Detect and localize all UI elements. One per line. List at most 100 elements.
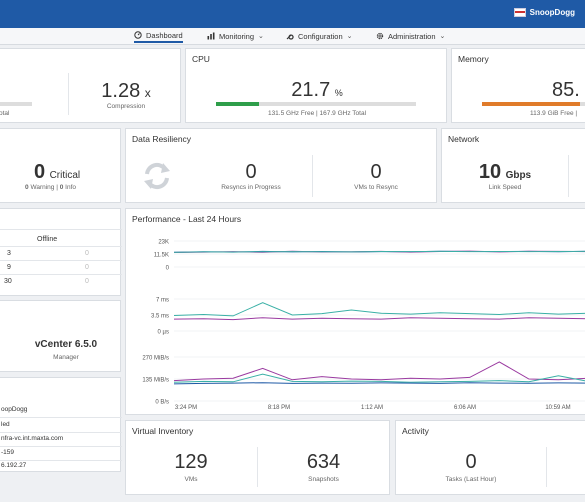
network-title: Network	[448, 134, 480, 144]
x-tick-label: 8:18 PM	[268, 405, 290, 411]
system-info-card: oopDogg led nfra-vc.int.maxta.com -159 6…	[0, 377, 122, 472]
gear-icon	[376, 32, 384, 40]
host-row-value: 3	[7, 250, 11, 257]
memory-card: Memory 85. 113.9 GiB Free |	[451, 48, 585, 123]
y-tick-label: 7 ms	[156, 298, 169, 304]
performance-chart: 23K 11.5K 0 7 ms 3.5 ms 0 µs 270 MiB/s 135 MiB/…	[142, 240, 585, 411]
cpu-card: CPU 21.7 % 131.5 GHz Free | 167.9 GHz To…	[185, 48, 447, 123]
chevron-down-icon: ⌄	[346, 33, 353, 40]
tab-configuration[interactable]: Configuration ⌄	[286, 29, 353, 43]
user-flag-icon	[513, 8, 526, 17]
y-tick-label: 135 MiB/s	[142, 378, 169, 384]
divider	[68, 73, 69, 115]
divider	[0, 246, 122, 247]
series-line	[173, 250, 585, 253]
divider	[0, 432, 122, 433]
cpu-usage-bar	[216, 102, 416, 106]
activity-title: Activity	[402, 426, 429, 436]
capacity-card: otal 1.28 x Compression	[0, 48, 181, 123]
top-bar: SnoopDogg	[0, 0, 585, 28]
sync-icon	[144, 162, 170, 190]
host-row-offline: 0	[85, 278, 89, 285]
user-menu[interactable]: SnoopDogg	[513, 8, 575, 17]
divider	[0, 460, 122, 461]
info-row: oopDogg	[1, 406, 28, 413]
data-resiliency-card: Data Resiliency 0 Resyncs in Progress 0 …	[125, 128, 437, 203]
info-row: led	[1, 421, 10, 428]
wrench-icon	[286, 34, 294, 40]
resyncs-label: Resyncs in Progress	[221, 184, 281, 191]
x-tick-label: 1:12 AM	[361, 405, 383, 411]
y-tick-label: 11.5K	[154, 253, 169, 259]
alarm-breakdown: 0 Warning | 0 Info	[25, 184, 77, 191]
cpu-usage-fill	[216, 102, 260, 106]
dashboard-icon	[134, 31, 142, 39]
compression-label: Compression	[106, 103, 146, 110]
capacity-total-label: otal	[0, 110, 10, 117]
performance-card: Performance - Last 24 Hours 23K 11.5K 0 7 m…	[125, 208, 585, 415]
resiliency-title: Data Resiliency	[132, 134, 192, 144]
tasks-count: 0	[465, 451, 477, 473]
vms-to-resync-value: 0	[370, 161, 382, 183]
divider	[257, 447, 258, 487]
y-tick-label: 0	[166, 266, 170, 272]
divider	[0, 417, 122, 418]
vms-to-resync-label: VMs to Resync	[354, 184, 398, 191]
divider	[312, 155, 313, 197]
memory-title: Memory	[458, 54, 489, 64]
hosts-card: Offline 3 0 9 0 30 0	[0, 208, 122, 296]
memory-value: 85.	[552, 79, 580, 101]
y-tick-label: 0 B/s	[155, 400, 169, 406]
user-name: SnoopDogg	[529, 8, 575, 17]
vms-count: 129	[174, 451, 208, 473]
snapshots-label: Snapshots	[308, 476, 339, 483]
series-line	[173, 302, 585, 317]
memory-detail: 113.9 GiB Free |	[530, 110, 578, 117]
vcenter-card: vCenter 6.5.0 Manager	[0, 300, 121, 372]
host-row-offline: 0	[85, 264, 89, 271]
capacity-bar	[0, 102, 32, 106]
x-tick-label: 10:59 AM	[545, 405, 570, 411]
series-line	[173, 373, 585, 383]
info-row: -159	[1, 449, 15, 456]
activity-card: Activity 0 Tasks (Last Hour)	[395, 420, 585, 495]
host-row-offline: 0	[85, 250, 89, 257]
divider	[0, 446, 122, 447]
performance-title: Performance - Last 24 Hours	[132, 214, 242, 224]
vms-label: VMs	[184, 476, 198, 483]
info-row: 6.192.27	[1, 462, 27, 469]
divider	[0, 260, 122, 261]
snapshots-count: 634	[306, 451, 341, 473]
vcenter-version: vCenter 6.5.0	[34, 339, 98, 350]
divider	[546, 447, 547, 487]
chevron-down-icon: ⌄	[258, 33, 264, 40]
memory-usage-bar	[482, 102, 585, 106]
info-row: nfra-vc.int.maxta.com	[1, 435, 64, 442]
y-tick-label: 0 µs	[158, 330, 169, 336]
host-row-value: 30	[4, 278, 12, 285]
tab-monitoring[interactable]: Monitoring ⌄	[207, 29, 264, 43]
x-tick-label: 6:06 AM	[454, 405, 476, 411]
divider	[568, 155, 569, 197]
tab-dashboard[interactable]: Dashboard	[134, 29, 183, 43]
vcenter-label: Manager	[53, 354, 79, 361]
memory-usage-fill	[482, 102, 580, 106]
cpu-detail: 131.5 GHz Free | 167.9 GHz Total	[267, 110, 367, 117]
divider	[0, 274, 122, 275]
resyncs-value: 0	[245, 161, 257, 183]
host-row-value: 9	[7, 264, 11, 271]
series-line	[173, 382, 585, 385]
link-speed-value: 10 Gbps	[478, 161, 532, 183]
compression-value: 1.28 x	[101, 80, 151, 102]
inventory-title: Virtual Inventory	[132, 426, 194, 436]
alarms-card: 0 Critical 0 Warning | 0 Info	[0, 128, 121, 203]
virtual-inventory-card: Virtual Inventory 129 VMs 634 Snapshots	[125, 420, 390, 495]
network-card: Network 10 Gbps Link Speed	[441, 128, 585, 203]
y-tick-label: 23K	[158, 240, 169, 246]
series-line	[173, 317, 585, 321]
y-tick-label: 3.5 ms	[151, 314, 169, 320]
tab-administration[interactable]: Administration ⌄	[376, 29, 445, 43]
main-nav: Dashboard Monitoring ⌄ Configuration ⌄ A…	[0, 28, 585, 45]
series-line	[173, 361, 585, 382]
x-tick-label: 3:24 PM	[175, 405, 197, 411]
